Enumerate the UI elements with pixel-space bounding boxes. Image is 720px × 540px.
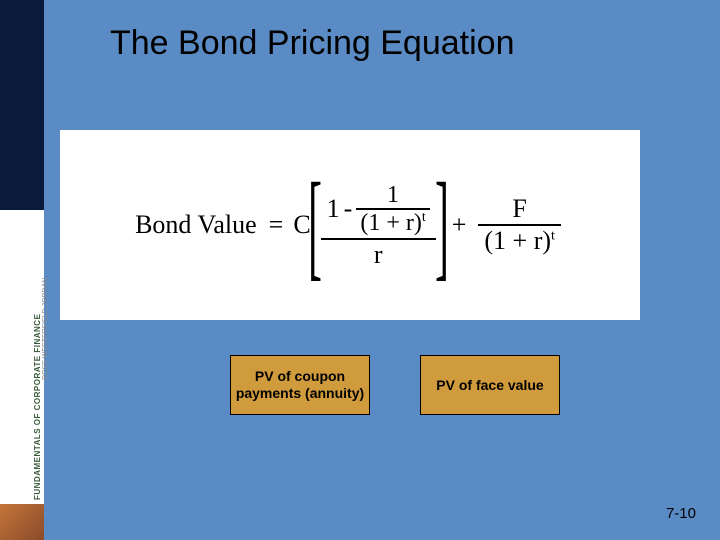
eq-equals: = (269, 210, 284, 240)
book-title-vertical: FUNDAMENTALS OF CORPORATE FINANCE (33, 314, 42, 500)
face-value-fraction: F (1 + r)t (478, 194, 561, 256)
book-authors-vertical: ROSS WESTERFIELD JORDAN (42, 278, 50, 380)
eq-lhs: Bond Value (135, 210, 257, 240)
bracket-left: [ (308, 177, 322, 273)
page-number: 7-10 (666, 505, 696, 522)
annuity-denominator: r (368, 240, 389, 270)
annuity-inner-den: (1 + r)t (356, 210, 429, 236)
annuity-inner-fraction: 1 (1 + r)t (356, 182, 429, 236)
slide-title: The Bond Pricing Equation (110, 24, 514, 63)
annuity-one: 1 (327, 196, 340, 222)
annuity-inner-num: 1 (383, 182, 403, 208)
annuity-numerator: 1 - 1 (1 + r)t (321, 180, 436, 238)
annuity-inner-den-base: (1 + r) (360, 210, 422, 236)
annotation-annuity: PV of coupon payments (annuity) (230, 355, 370, 415)
sidebar-dark-block (0, 0, 44, 210)
face-den: (1 + r)t (478, 226, 561, 256)
annotation-face-value: PV of face value (420, 355, 560, 415)
sidebar-cover-thumb (0, 504, 44, 540)
annotation-row: PV of coupon payments (annuity) PV of fa… (230, 355, 560, 415)
annuity-inner-den-exp: t (422, 210, 426, 225)
annuity-minus: - (344, 196, 353, 222)
sidebar: FUNDAMENTALS OF CORPORATE FINANCE ROSS W… (0, 0, 44, 540)
equation-panel: Bond Value = C [ 1 - 1 (1 + r)t r ] + F (60, 130, 640, 320)
equation: Bond Value = C [ 1 - 1 (1 + r)t r ] + F (135, 177, 565, 273)
bracket-right: ] (435, 177, 449, 273)
face-num: F (506, 194, 532, 224)
face-den-base: (1 + r) (484, 226, 551, 255)
eq-plus: + (452, 210, 467, 240)
annuity-fraction: 1 - 1 (1 + r)t r (321, 180, 436, 270)
face-den-exp: t (551, 228, 555, 243)
